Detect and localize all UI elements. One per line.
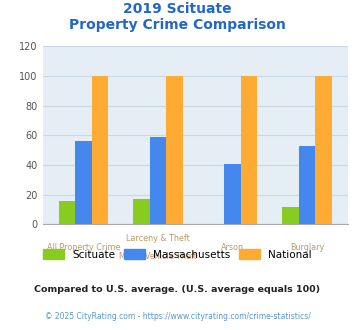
Bar [224, 163, 241, 224]
Bar [92, 76, 108, 224]
Bar [166, 76, 182, 224]
Text: © 2025 CityRating.com - https://www.cityrating.com/crime-statistics/: © 2025 CityRating.com - https://www.city… [45, 312, 310, 321]
Bar [59, 201, 75, 224]
Bar [150, 137, 166, 224]
Bar [241, 76, 257, 224]
Bar [75, 141, 92, 224]
Legend: Scituate, Massachusetts, National: Scituate, Massachusetts, National [39, 245, 316, 264]
Text: 2019 Scituate: 2019 Scituate [123, 2, 232, 16]
Text: Burglary: Burglary [290, 243, 324, 251]
Bar [299, 146, 315, 224]
Text: Larceny & Theft: Larceny & Theft [126, 234, 190, 243]
Text: Arson: Arson [221, 243, 244, 251]
Text: Property Crime Comparison: Property Crime Comparison [69, 18, 286, 32]
Bar [282, 207, 299, 224]
Bar [133, 199, 150, 224]
Text: Motor Vehicle Theft: Motor Vehicle Theft [119, 252, 197, 261]
Text: All Property Crime: All Property Crime [47, 243, 120, 251]
Text: Compared to U.S. average. (U.S. average equals 100): Compared to U.S. average. (U.S. average … [34, 285, 321, 294]
Bar [315, 76, 332, 224]
